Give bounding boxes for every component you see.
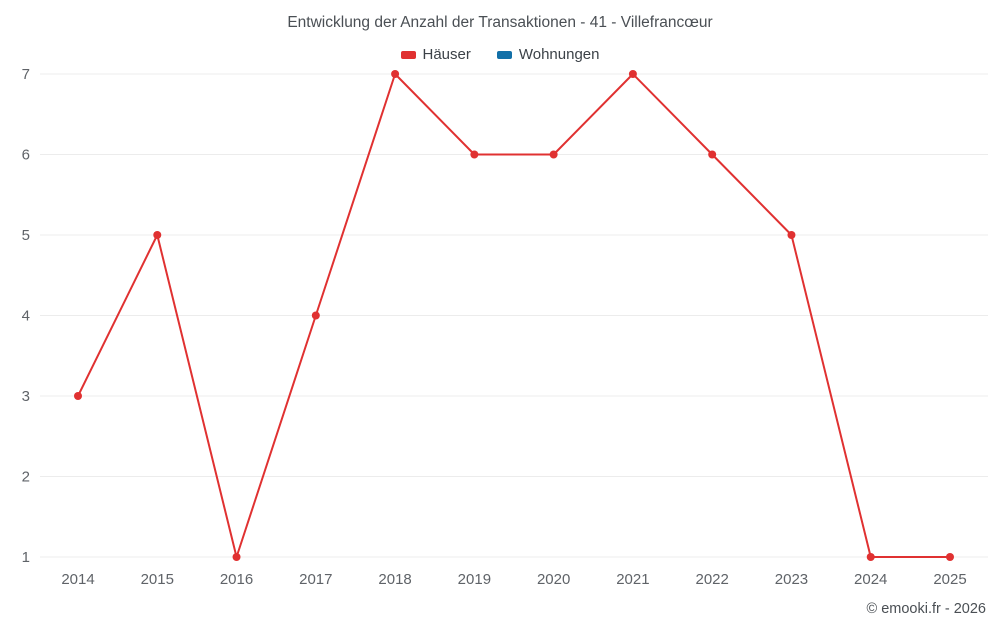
data-point (470, 150, 479, 159)
x-tick-label: 2024 (854, 571, 887, 588)
y-tick-label: 2 (22, 469, 30, 486)
legend-item-haeuser[interactable]: Häuser (400, 46, 471, 63)
x-tick-label: 2021 (616, 571, 649, 588)
y-tick-label: 5 (22, 227, 30, 244)
legend-label-wohnungen: Wohnungen (518, 46, 600, 63)
x-tick-label: 2016 (220, 571, 253, 588)
data-point (946, 553, 954, 561)
x-tick-label: 2014 (61, 571, 94, 588)
y-tick-label: 1 (22, 549, 30, 566)
x-tick-label: 2019 (458, 571, 491, 588)
data-point (787, 231, 796, 239)
legend-item-wohnungen[interactable]: Wohnungen (496, 46, 600, 63)
y-tick-label: 3 (22, 388, 30, 405)
data-point (708, 150, 717, 159)
data-point (866, 553, 875, 561)
x-tick-label: 2017 (299, 571, 332, 588)
legend-swatch-haeuser-icon (400, 50, 416, 59)
chart-title: Entwicklung der Anzahl der Transaktionen… (287, 14, 713, 31)
x-tick-label: 2025 (933, 571, 966, 588)
y-tick-label: 4 (22, 308, 30, 325)
legend: Häuser Wohnungen (0, 46, 1000, 63)
data-point (232, 553, 241, 561)
data-point (74, 392, 82, 400)
x-tick-label: 2022 (695, 571, 728, 588)
attribution: © emooki.fr - 2026 (866, 601, 986, 617)
data-point (153, 231, 162, 239)
x-tick-label: 2023 (775, 571, 808, 588)
y-tick-label: 7 (22, 66, 30, 83)
data-point (549, 150, 558, 159)
data-point (311, 311, 320, 320)
y-tick-label: 6 (22, 147, 30, 164)
x-tick-label: 2015 (141, 571, 174, 588)
series-line (77, 73, 951, 558)
legend-label-haeuser: Häuser (422, 46, 471, 63)
legend-swatch-wohnungen-icon (496, 50, 512, 59)
x-tick-label: 2020 (537, 571, 570, 588)
data-point (391, 70, 400, 78)
x-tick-label: 2018 (378, 571, 411, 588)
data-point (628, 70, 637, 78)
